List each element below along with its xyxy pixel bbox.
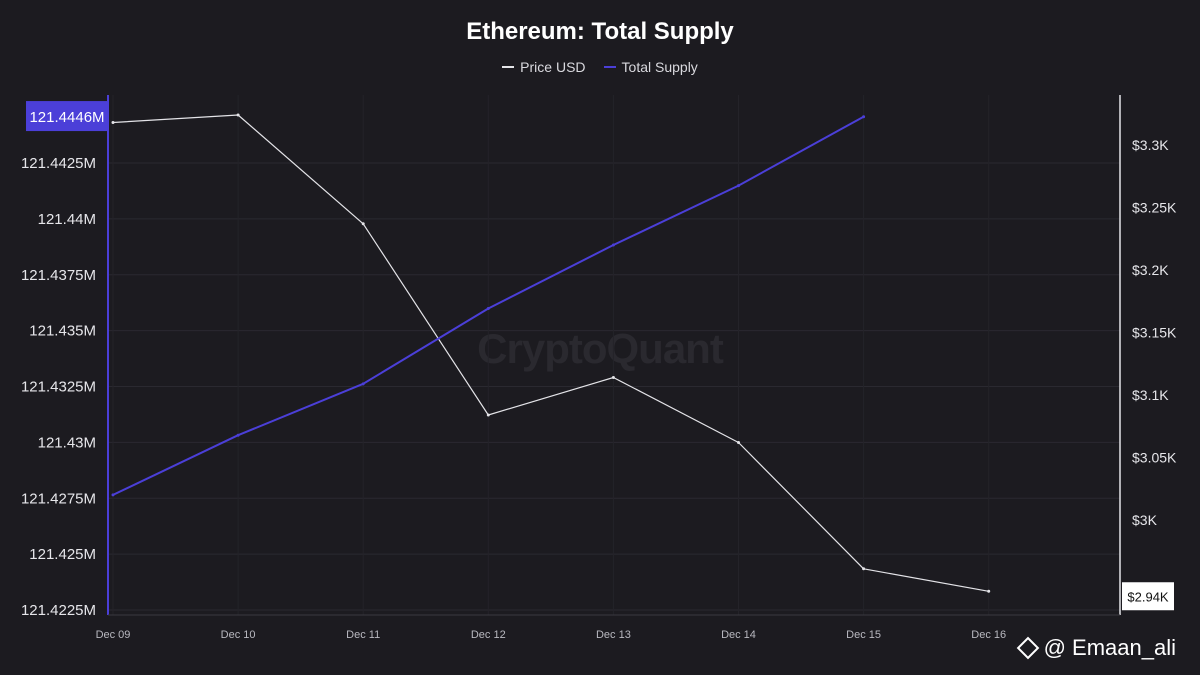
data-point-total-supply-4	[611, 243, 615, 247]
data-point-price-usd-1	[236, 113, 240, 117]
x-tick-label-3: Dec 12	[471, 629, 506, 641]
watermark-logo: CryptoQuant	[477, 325, 724, 372]
data-point-price-usd-3	[486, 413, 490, 417]
legend-label-supply: Total Supply	[621, 59, 698, 75]
y-right-tick-label-6: $3.3K	[1132, 137, 1169, 153]
left-current-value-box	[26, 101, 108, 132]
data-point-price-usd-4	[611, 376, 615, 379]
x-tick-label-6: Dec 15	[846, 629, 881, 641]
y-left-tick-label-8: 121.4425M	[21, 155, 96, 172]
y-left-tick-label-5: 121.435M	[29, 323, 96, 340]
data-point-price-usd-2	[361, 222, 365, 226]
legend-swatch-price	[502, 66, 515, 68]
legend-swatch-supply	[603, 66, 616, 68]
data-point-total-supply-5	[737, 184, 740, 188]
y-left-tick-label-6: 121.4375M	[21, 267, 96, 284]
data-point-price-usd-5	[737, 441, 740, 444]
legend-item-price[interactable]: Price USD	[502, 59, 586, 75]
grid-layer	[108, 95, 1120, 615]
binance-icon	[1016, 636, 1039, 660]
legend-item-supply[interactable]: Total Supply	[603, 59, 698, 75]
axis-layer	[107, 95, 1121, 616]
data-point-total-supply-1	[236, 433, 240, 437]
y-right-tick-label-3: $3.15K	[1132, 325, 1177, 341]
x-tick-label-7: Dec 16	[971, 629, 1006, 641]
x-tick-label-1: Dec 10	[221, 629, 256, 641]
label-layer: 121.4225M 121.425M 121.4275M 121.43M 121.432…	[21, 101, 1177, 641]
y-left-tick-label-7: 121.44M	[38, 211, 96, 228]
y-left-tick-label-2: 121.4275M	[21, 490, 96, 507]
x-tick-label-0: Dec 09	[96, 629, 131, 641]
data-point-total-supply-0	[111, 493, 115, 497]
chart-title: Ethereum: Total Supply	[466, 18, 734, 45]
data-point-total-supply-3	[486, 306, 490, 310]
series-layer	[111, 113, 991, 593]
legend-label-price: Price USD	[520, 59, 586, 75]
y-left-tick-label-1: 121.425M	[29, 546, 96, 563]
y-right-tick-label-1: $3.05K	[1132, 450, 1177, 466]
x-tick-label-5: Dec 14	[721, 629, 756, 641]
x-tick-label-2: Dec 11	[346, 629, 380, 641]
data-point-price-usd-7	[987, 589, 991, 593]
attribution: @ Emaan_ali	[1016, 635, 1176, 661]
left-current-value-label: 121.4446M	[29, 109, 104, 126]
data-point-price-usd-0	[111, 121, 115, 124]
right-current-value-box	[1122, 582, 1174, 611]
data-point-total-supply-2	[361, 382, 365, 386]
right-current-value-label: $2.94K	[1127, 589, 1169, 604]
y-right-tick-label-5: $3.25K	[1132, 200, 1177, 216]
x-tick-label-4: Dec 13	[596, 629, 631, 641]
y-right-tick-label-4: $3.2K	[1132, 262, 1169, 278]
data-point-total-supply-6	[862, 115, 866, 119]
legend: Price USD Total Supply	[0, 59, 1200, 75]
y-left-tick-label-0: 121.4225M	[21, 602, 96, 619]
attribution-text: @ Emaan_ali	[1043, 635, 1176, 660]
series-line-price-usd	[112, 114, 989, 592]
y-right-tick-label-2: $3.1K	[1132, 387, 1169, 403]
y-right-tick-label-0: $3K	[1132, 512, 1158, 528]
y-left-tick-label-4: 121.4325M	[21, 379, 96, 396]
data-point-price-usd-6	[862, 567, 866, 571]
y-left-tick-label-3: 121.43M	[38, 434, 96, 451]
